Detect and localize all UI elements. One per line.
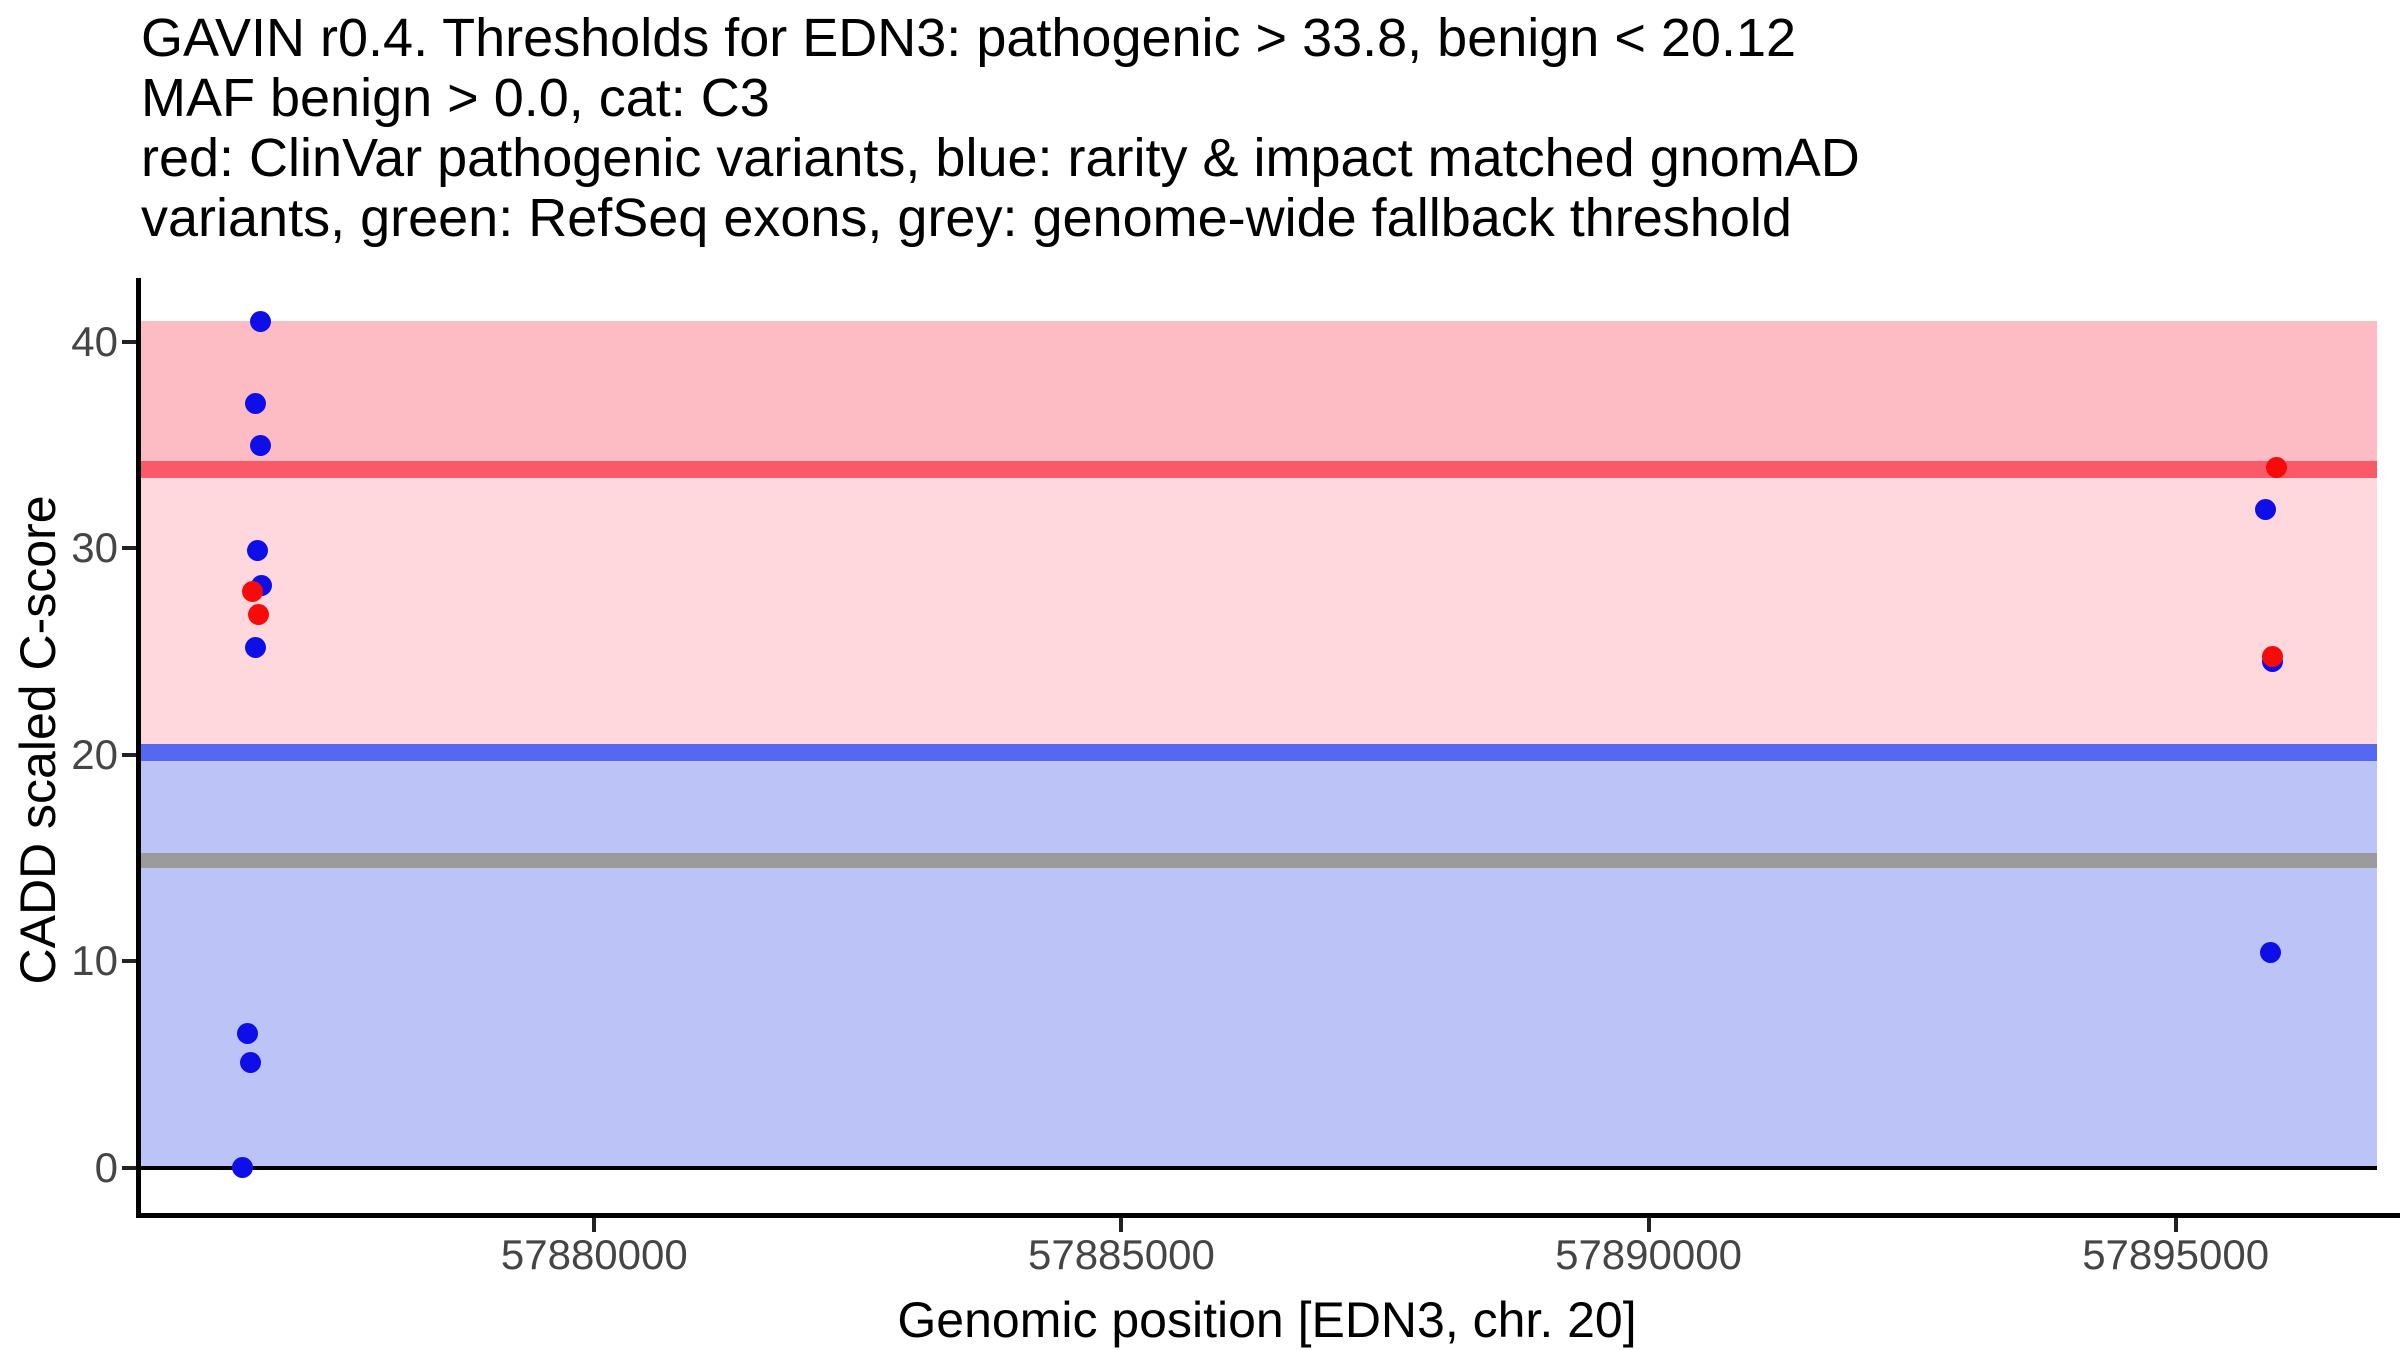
x-tick-label: 57895000 <box>2082 1231 2270 1278</box>
pathogenic-threshold-line <box>141 461 2377 479</box>
data-point-gnomad <box>244 636 266 658</box>
x-tick-label: 57890000 <box>1555 1231 1742 1278</box>
y-tick <box>122 959 136 964</box>
y-tick <box>122 546 136 551</box>
region-pathogenic-zone <box>141 321 2377 470</box>
x-tick-label: 57885000 <box>1027 1231 1215 1278</box>
benign-threshold-line <box>141 743 2377 761</box>
plot-title: GAVIN r0.4. Thresholds for EDN3: pathoge… <box>141 8 1860 248</box>
y-tick-label: 40 <box>71 317 118 365</box>
x-tick <box>1119 1217 1124 1232</box>
genome-wide-fallback-line <box>141 852 2377 868</box>
data-point-clinvar <box>2265 457 2287 479</box>
data-point-gnomad <box>249 434 271 456</box>
x-tick <box>2173 1217 2178 1232</box>
plot-title-line-4: variants, green: RefSeq exons, grey: gen… <box>141 188 1792 248</box>
plot-title-line-2: MAF benign > 0.0, cat: C3 <box>141 68 770 128</box>
x-axis-line <box>136 1213 2400 1218</box>
x-tick <box>1646 1217 1651 1232</box>
y-tick-label: 30 <box>71 524 118 572</box>
data-point-gnomad <box>236 1022 258 1044</box>
data-point-gnomad <box>239 1051 261 1073</box>
y-tick-label: 0 <box>94 1143 118 1191</box>
plot-title-line-3: red: ClinVar pathogenic variants, blue: … <box>141 128 1860 188</box>
x-tick <box>592 1217 597 1232</box>
data-point-gnomad <box>244 393 266 415</box>
data-point-gnomad <box>2259 942 2281 964</box>
y-tick <box>122 339 136 344</box>
x-axis-title: Genomic position [EDN3, chr. 20] <box>897 1292 1637 1348</box>
y-tick-label: 20 <box>71 730 118 778</box>
zero-line <box>141 1165 2377 1170</box>
data-point-gnomad <box>231 1157 253 1179</box>
y-tick <box>122 752 136 757</box>
y-axis-line <box>136 278 141 1218</box>
y-tick <box>122 1165 136 1170</box>
data-point-gnomad <box>246 539 268 561</box>
plot-title-line-1: GAVIN r0.4. Thresholds for EDN3: pathoge… <box>141 8 1797 68</box>
region-benign-zone <box>141 752 2377 1168</box>
y-axis-title: CADD scaled C-score <box>10 495 66 985</box>
data-point-clinvar <box>2261 646 2283 668</box>
data-point-gnomad <box>249 310 271 332</box>
region-intermediate-zone <box>141 469 2377 753</box>
data-point-gnomad <box>2254 498 2276 520</box>
x-tick-label: 57880000 <box>500 1231 688 1278</box>
data-point-clinvar <box>241 581 263 603</box>
y-tick-label: 10 <box>71 937 118 985</box>
data-point-clinvar <box>247 603 269 625</box>
